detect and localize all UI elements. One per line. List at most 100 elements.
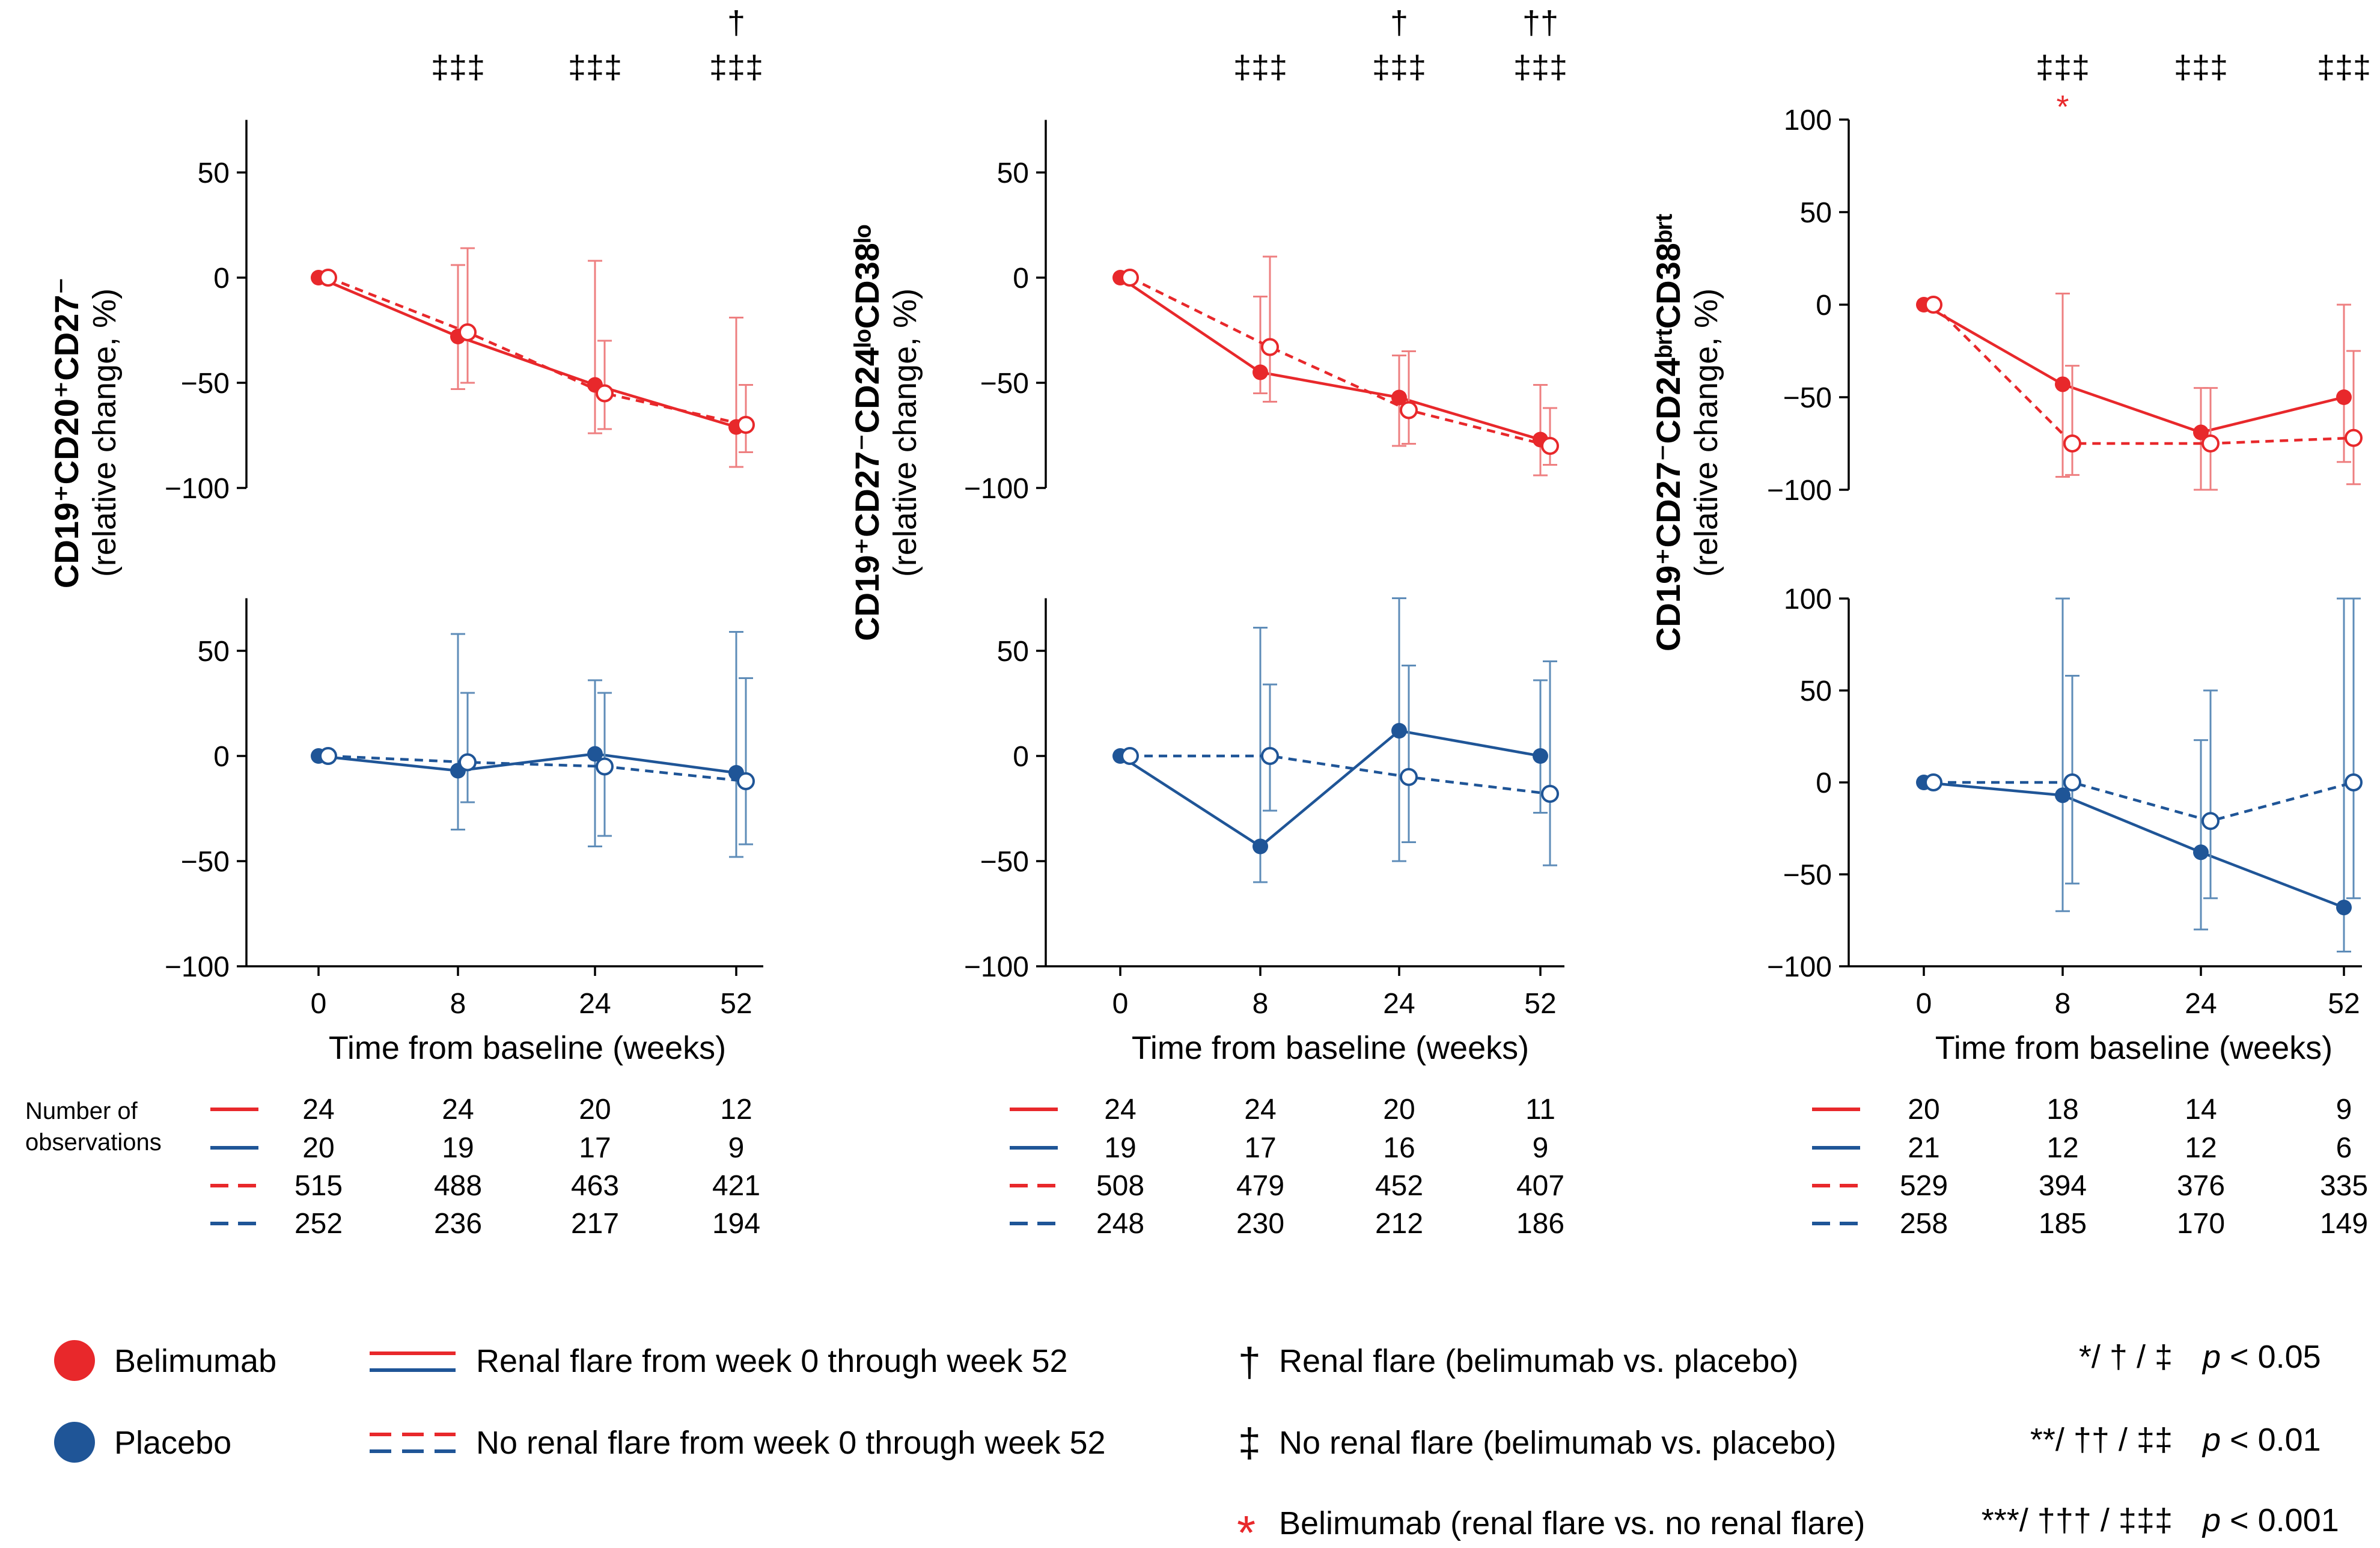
observation-count: 230 — [1236, 1208, 1284, 1240]
observation-count: 376 — [2177, 1170, 2225, 1202]
red-star-symbol: * — [1237, 1506, 1256, 1548]
significance-double-dagger: ‡‡‡ — [2174, 49, 2228, 85]
y-tick-label: −50 — [1783, 382, 1832, 414]
data-point-filled — [1533, 748, 1548, 764]
observation-count: 252 — [294, 1208, 343, 1240]
y-axis-label-marker: CD19⁺CD20⁺CD27⁻ — [47, 277, 85, 588]
y-axis-label-unit: (relative change, %) — [887, 288, 923, 577]
series-line — [328, 754, 746, 783]
observation-count: 6 — [2336, 1132, 2352, 1164]
data-point-open — [596, 757, 614, 776]
observation-count: 529 — [1900, 1170, 1948, 1202]
data-point-filled — [2055, 376, 2070, 392]
data-point-open — [2063, 773, 2081, 791]
renal-flare-series — [1112, 597, 1548, 883]
data-point-filled — [2055, 787, 2070, 803]
observation-count: 194 — [712, 1208, 760, 1240]
y-tick-label: −50 — [980, 846, 1029, 878]
sig-001-symbols: **/ †† / ‡‡ — [2030, 1422, 2173, 1458]
observation-count: 9 — [1533, 1132, 1549, 1164]
panel-3: 100 50 0 −50 −100 100 50 0 −50 −100 0 8 24 52 CD19⁺CD2… — [1649, 49, 2371, 1240]
observation-count: 149 — [2320, 1208, 2368, 1240]
observation-count: 12 — [2046, 1132, 2078, 1164]
observation-count: 217 — [571, 1208, 619, 1240]
observation-count: 24 — [1244, 1094, 1276, 1126]
series-line — [1923, 303, 2345, 434]
y-tick-label: 50 — [997, 636, 1029, 668]
y-tick-label: −100 — [964, 473, 1029, 505]
observation-count: 248 — [1096, 1208, 1144, 1240]
observation-count: 9 — [728, 1132, 745, 1164]
legend-belimumab-label: Belimumab — [114, 1343, 276, 1379]
y-tick-label: −100 — [964, 951, 1029, 983]
data-point-filled — [2193, 844, 2209, 861]
series-line — [318, 276, 737, 428]
y-tick-label: −50 — [980, 368, 1029, 400]
x-tick-label: 8 — [1253, 988, 1269, 1020]
observation-count: 21 — [1908, 1132, 1939, 1164]
renal-flare-series — [1916, 597, 2352, 953]
data-point-open — [1924, 773, 1942, 791]
x-axis-label: Time from baseline (weeks) — [329, 1030, 726, 1066]
data-point-open — [737, 416, 755, 434]
y-tick-label: 50 — [1800, 197, 1832, 229]
x-tick-label: 52 — [1524, 988, 1556, 1020]
y-axis-label-unit: (relative change, %) — [1688, 288, 1724, 577]
data-point-open — [2345, 773, 2363, 791]
top-subplot: 50 0 −50 −100 — [165, 120, 755, 505]
no-renal-flare-series — [319, 247, 755, 453]
data-point-open — [459, 323, 477, 341]
observation-count: 16 — [1383, 1132, 1415, 1164]
observation-count: 24 — [442, 1094, 474, 1126]
observation-count: 17 — [1244, 1132, 1276, 1164]
x-axis-label: Time from baseline (weeks) — [1132, 1030, 1529, 1066]
series-line — [1923, 781, 2345, 909]
panel-2: 50 0 −50 −100 50 0 −50 −100 0 8 24 52 CD19⁺CD27⁻CD24… — [848, 5, 1567, 1240]
data-point-filled — [1391, 389, 1407, 406]
observation-count: 19 — [442, 1132, 474, 1164]
data-point-open — [1261, 747, 1279, 765]
observation-count: 452 — [1375, 1170, 1423, 1202]
observation-count: 394 — [2039, 1170, 2087, 1202]
observation-count: 19 — [1104, 1132, 1136, 1164]
top-subplot: 50 0 −50 −100 — [964, 120, 1559, 505]
observation-count: 12 — [2185, 1132, 2217, 1164]
data-point-filled — [2336, 900, 2352, 916]
data-point-open — [1400, 401, 1418, 419]
observation-count: 12 — [720, 1094, 752, 1126]
significance-double-dagger: ‡‡‡ — [1513, 49, 1567, 85]
data-point-open — [2202, 812, 2220, 830]
y-tick-label: 0 — [1816, 290, 1832, 321]
placebo-legend-marker — [54, 1422, 95, 1463]
observation-count: 258 — [1900, 1208, 1948, 1240]
observation-count: 236 — [434, 1208, 482, 1240]
observation-count: 407 — [1516, 1170, 1564, 1202]
legend-no-renal-flare-label: No renal flare from week 0 through week … — [476, 1425, 1106, 1461]
y-tick-label: −100 — [165, 951, 230, 983]
series-line — [1129, 276, 1551, 448]
y-axis-label-marker: CD19⁺CD27⁻CD24ᵇʳᵗCD38ᵇʳᵗ — [1649, 214, 1687, 651]
observation-count: 9 — [2336, 1094, 2352, 1126]
legend: Belimumab Placebo Renal flare from week … — [54, 1339, 2339, 1548]
y-tick-label: −50 — [181, 846, 230, 878]
legend-placebo-label: Placebo — [114, 1425, 231, 1461]
y-tick-label: 0 — [1013, 263, 1029, 294]
x-tick-label: 52 — [720, 988, 752, 1020]
y-tick-label: −50 — [181, 368, 230, 400]
y-axis-label-marker: CD19⁺CD27⁻CD24ˡᵒCD38ˡᵒ — [848, 224, 886, 641]
data-point-filled — [2336, 389, 2352, 405]
x-tick-label: 52 — [2328, 988, 2360, 1020]
x-tick-label: 0 — [1112, 988, 1129, 1020]
significance-double-dagger: ‡‡‡ — [709, 49, 763, 85]
legend-dagger-text: Renal flare (belimumab vs. placebo) — [1279, 1343, 1798, 1379]
panel-1: 50 0 −50 −100 50 0 −50 −100 0 8 24 52 CD19⁺CD20⁺CD27… — [47, 5, 763, 1240]
significance-dagger: † — [1390, 5, 1408, 41]
observation-count: 421 — [712, 1170, 760, 1202]
y-tick-label: 0 — [1816, 767, 1832, 799]
observation-count: 212 — [1375, 1208, 1423, 1240]
data-point-open — [319, 747, 337, 765]
series-line — [318, 752, 737, 775]
y-tick-label: 50 — [1800, 675, 1832, 707]
data-point-open — [1121, 747, 1139, 765]
data-point-open — [2063, 434, 2081, 453]
